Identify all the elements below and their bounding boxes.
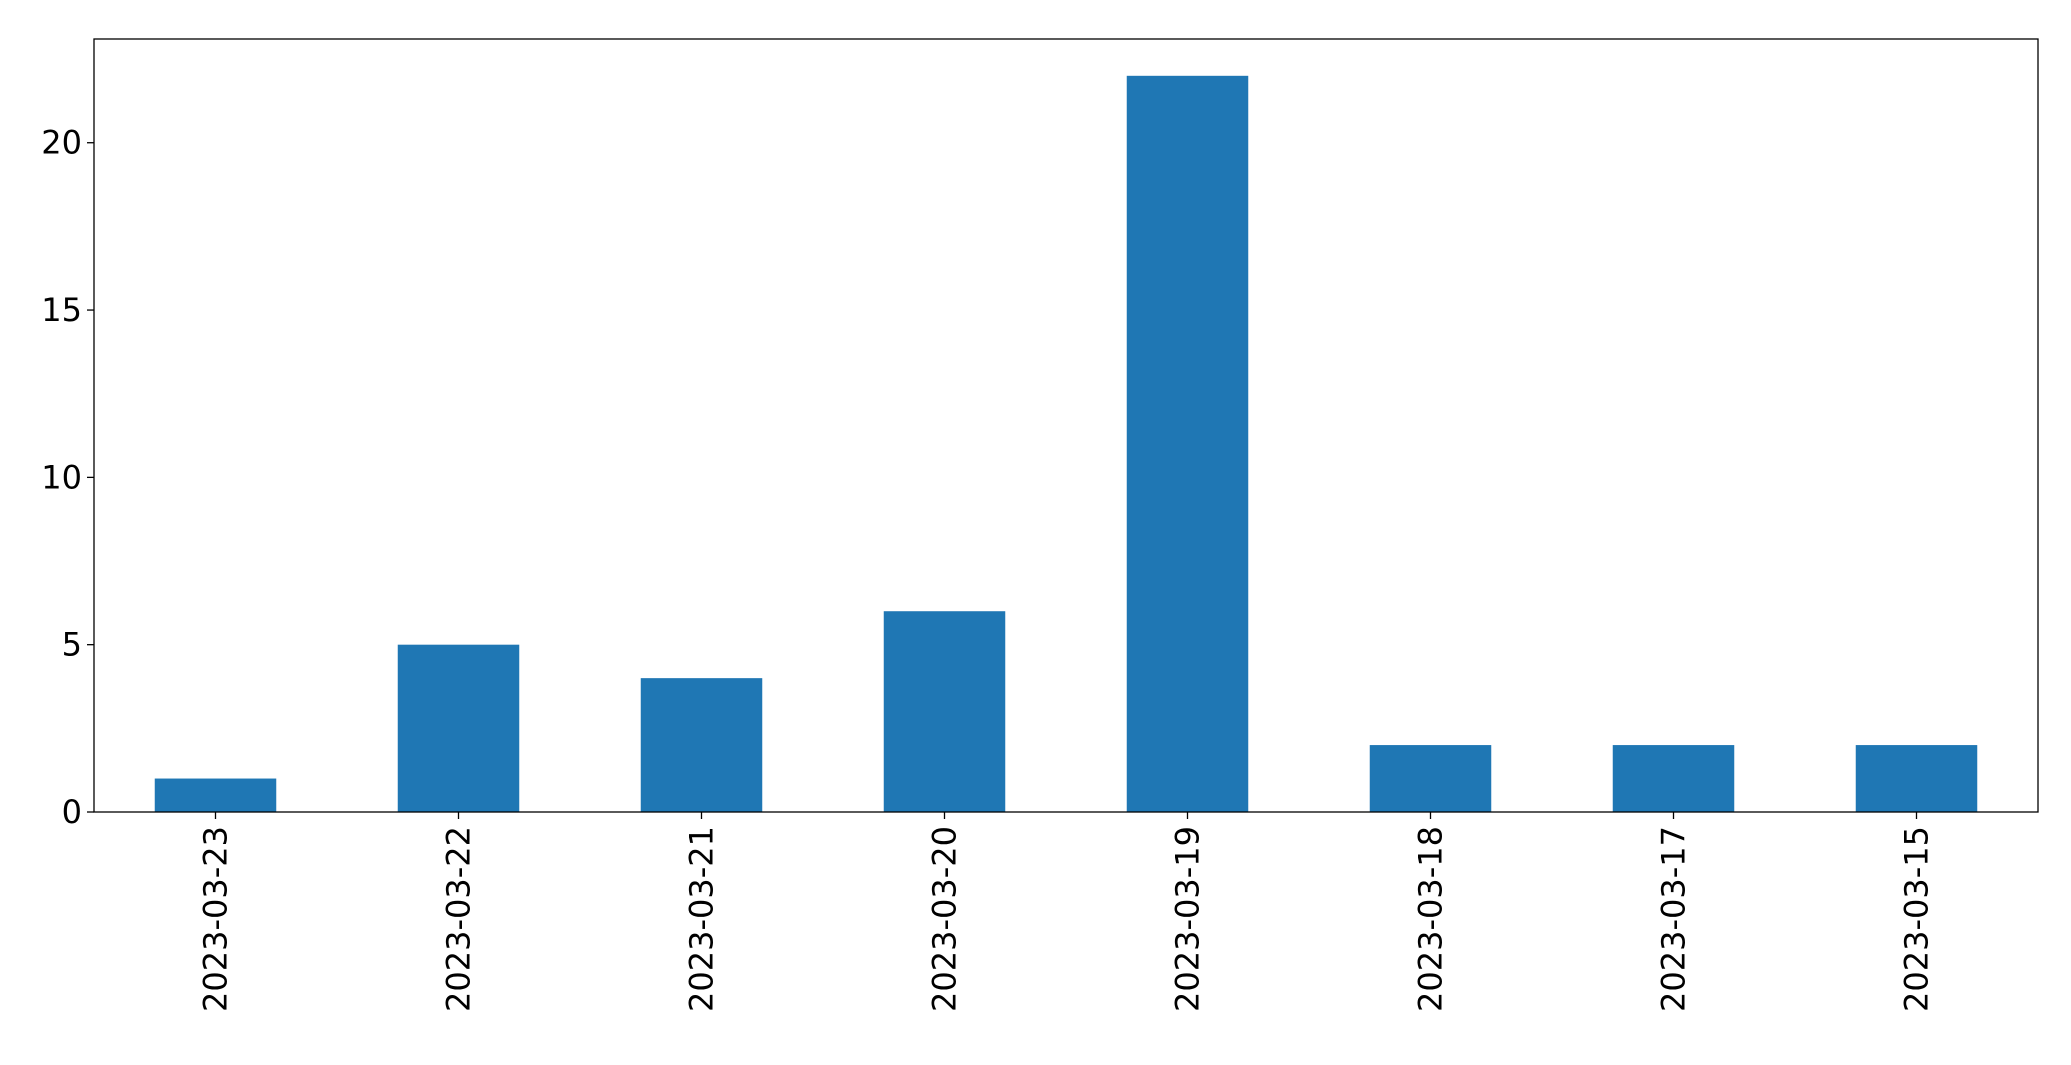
bar-2023-03-21: [640, 678, 763, 812]
y-axis: 0 5 10 15 20: [41, 124, 94, 831]
bar-2023-03-18: [1369, 745, 1492, 812]
x-tick-label: 2023-03-23: [197, 826, 235, 1012]
x-tick-label: 2023-03-19: [1169, 826, 1207, 1012]
y-tick-label: 20: [41, 124, 82, 162]
x-tick-label: 2023-03-15: [1898, 826, 1936, 1012]
bar-2023-03-23: [154, 778, 277, 812]
x-axis: 2023-03-23 2023-03-22 2023-03-21 2023-03-20…: [197, 812, 1936, 1012]
y-tick-label: 15: [41, 291, 82, 329]
plot-frame: [93, 38, 2039, 813]
bar-2023-03-15: [1855, 745, 1978, 812]
bar-2023-03-19: [1126, 75, 1249, 813]
y-tick-label: 10: [41, 458, 82, 496]
x-tick-label: 2023-03-22: [440, 826, 478, 1012]
y-tick-label: 5: [62, 626, 82, 664]
bar-2023-03-22: [397, 644, 520, 812]
y-tick-label: 0: [62, 793, 82, 831]
bar-2023-03-17: [1612, 745, 1735, 812]
x-tick-label: 2023-03-21: [683, 826, 721, 1012]
bars-layer: [154, 75, 1978, 813]
x-tick-label: 2023-03-20: [926, 826, 964, 1012]
x-tick-label: 2023-03-17: [1655, 826, 1693, 1012]
bar-2023-03-20: [883, 611, 1006, 812]
x-tick-label: 2023-03-18: [1412, 826, 1450, 1012]
